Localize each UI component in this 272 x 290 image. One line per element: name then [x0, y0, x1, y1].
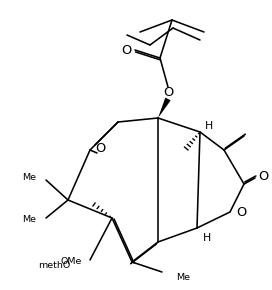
- Text: Me: Me: [22, 215, 36, 224]
- Text: OMe: OMe: [61, 258, 82, 267]
- Text: Me: Me: [176, 273, 190, 282]
- Text: O: O: [258, 169, 268, 182]
- Text: H: H: [205, 121, 213, 131]
- Text: O: O: [95, 142, 105, 155]
- Text: methO: methO: [38, 260, 70, 269]
- Text: O: O: [236, 206, 246, 218]
- Text: O: O: [163, 86, 173, 99]
- Text: O: O: [121, 44, 131, 57]
- Text: Me: Me: [22, 173, 36, 182]
- Polygon shape: [158, 98, 171, 118]
- Text: H: H: [203, 233, 211, 243]
